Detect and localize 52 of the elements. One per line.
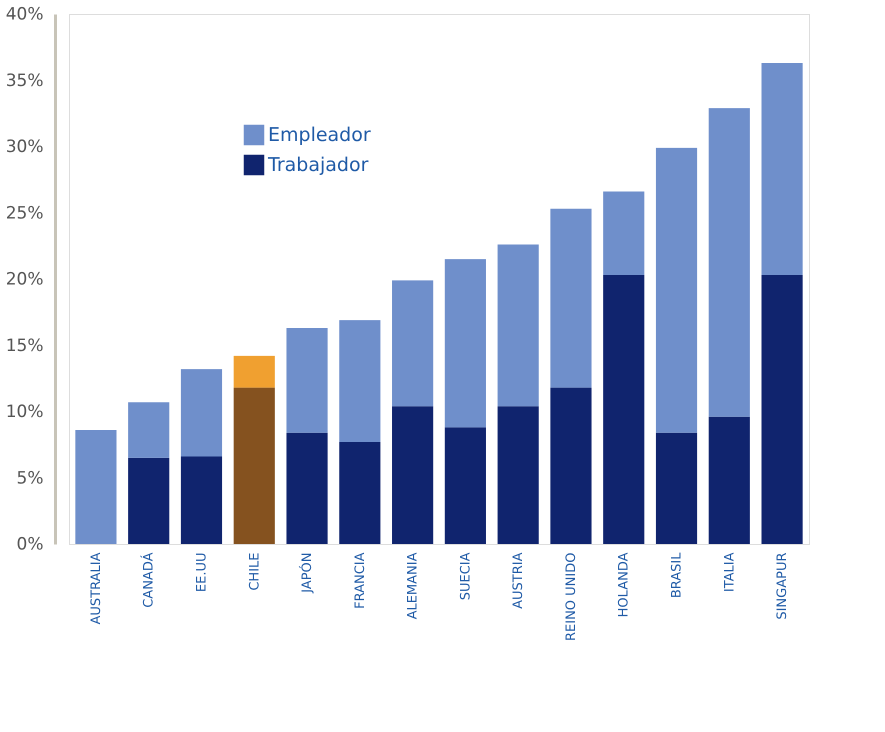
y-tick-label: 15% bbox=[6, 336, 44, 356]
bar bbox=[498, 244, 539, 406]
bar bbox=[234, 356, 275, 388]
bar bbox=[392, 280, 434, 406]
x-tick-label: AUSTRALIA bbox=[88, 552, 104, 624]
x-tick-label: AUSTRIA bbox=[511, 552, 526, 609]
bar bbox=[444, 259, 486, 428]
x-tick-label: JAPÓN bbox=[298, 552, 316, 594]
y-tick-label: 20% bbox=[6, 270, 44, 290]
x-tick-label: REINO UNIDO bbox=[564, 552, 579, 641]
bar bbox=[708, 108, 750, 417]
bar bbox=[128, 402, 170, 458]
bar bbox=[286, 328, 328, 433]
bar bbox=[392, 406, 434, 544]
x-tick-label: SINGAPUR bbox=[775, 552, 790, 620]
bar bbox=[339, 320, 380, 442]
x-tick-label: ITALIA bbox=[722, 552, 738, 592]
bar bbox=[656, 432, 698, 544]
bar bbox=[234, 388, 275, 544]
bar bbox=[550, 388, 592, 544]
y-tick-label: 35% bbox=[6, 70, 44, 91]
y-tick-label: 30% bbox=[6, 137, 44, 157]
bar bbox=[498, 406, 539, 544]
bar bbox=[761, 275, 803, 544]
x-tick-label: CANADÁ bbox=[140, 552, 157, 608]
bar bbox=[444, 427, 486, 544]
x-tick-label: EE.UU bbox=[194, 552, 210, 592]
bar bbox=[128, 458, 170, 544]
y-tick-label: 25% bbox=[6, 203, 44, 224]
bar bbox=[603, 275, 644, 544]
x-tick-label: BRASIL bbox=[670, 552, 685, 598]
x-tick-label: FRANCIA bbox=[352, 552, 368, 609]
bar bbox=[286, 432, 328, 544]
x-tick-label: SUECIA bbox=[458, 552, 474, 600]
y-tick-label: 10% bbox=[6, 402, 44, 422]
bar bbox=[603, 192, 644, 276]
bar bbox=[75, 430, 117, 544]
bar bbox=[339, 442, 380, 544]
y-tick-label: 40% bbox=[6, 4, 44, 24]
bar bbox=[708, 416, 750, 544]
x-tick-label: CHILE bbox=[247, 552, 262, 591]
x-tick-label: HOLANDA bbox=[616, 552, 632, 618]
x-tick-label: ALEMANIA bbox=[406, 552, 421, 620]
bar bbox=[656, 148, 698, 433]
bar bbox=[550, 208, 592, 388]
legend-label: Trabajador bbox=[267, 154, 369, 176]
legend-label: Empleador bbox=[268, 124, 371, 146]
y-tick-label: 5% bbox=[16, 468, 44, 488]
bar bbox=[180, 456, 222, 544]
bar bbox=[180, 369, 222, 457]
y-tick-label: 0% bbox=[16, 534, 44, 554]
bar bbox=[761, 63, 803, 276]
